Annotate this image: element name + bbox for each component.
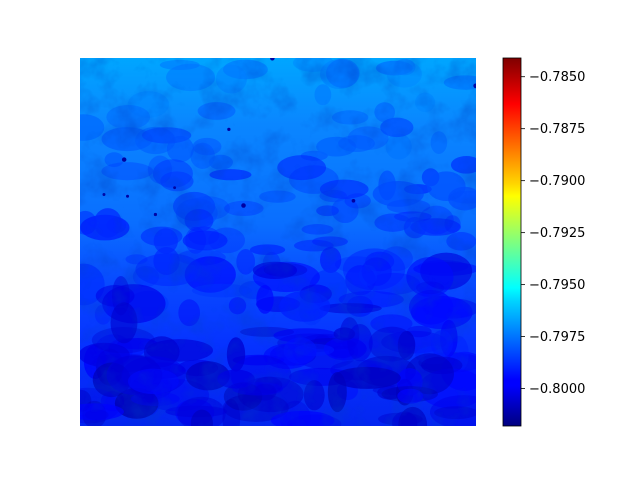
colorbar-tick-label: −0.7900 [529, 174, 585, 189]
colorbar-tick-label: −0.8000 [529, 382, 585, 397]
colorbar-tick-label: −0.7950 [529, 278, 585, 293]
colorbar-tick-label: −0.7975 [529, 330, 585, 345]
heatmap-image [56, 54, 496, 443]
heatmap-texture [80, 58, 476, 426]
colorbar: −0.7850 −0.7875 −0.7900 −0.7925 −0.7950 −0.79… [503, 58, 585, 426]
colorbar-ticks: −0.7850 −0.7875 −0.7900 −0.7925 −0.7950 −0.79… [521, 70, 585, 397]
colorbar-gradient [503, 58, 521, 426]
colorbar-tick-label: −0.7850 [529, 70, 585, 85]
colorbar-tick-label: −0.7875 [529, 122, 585, 137]
colorbar-tick-label: −0.7925 [529, 226, 585, 241]
